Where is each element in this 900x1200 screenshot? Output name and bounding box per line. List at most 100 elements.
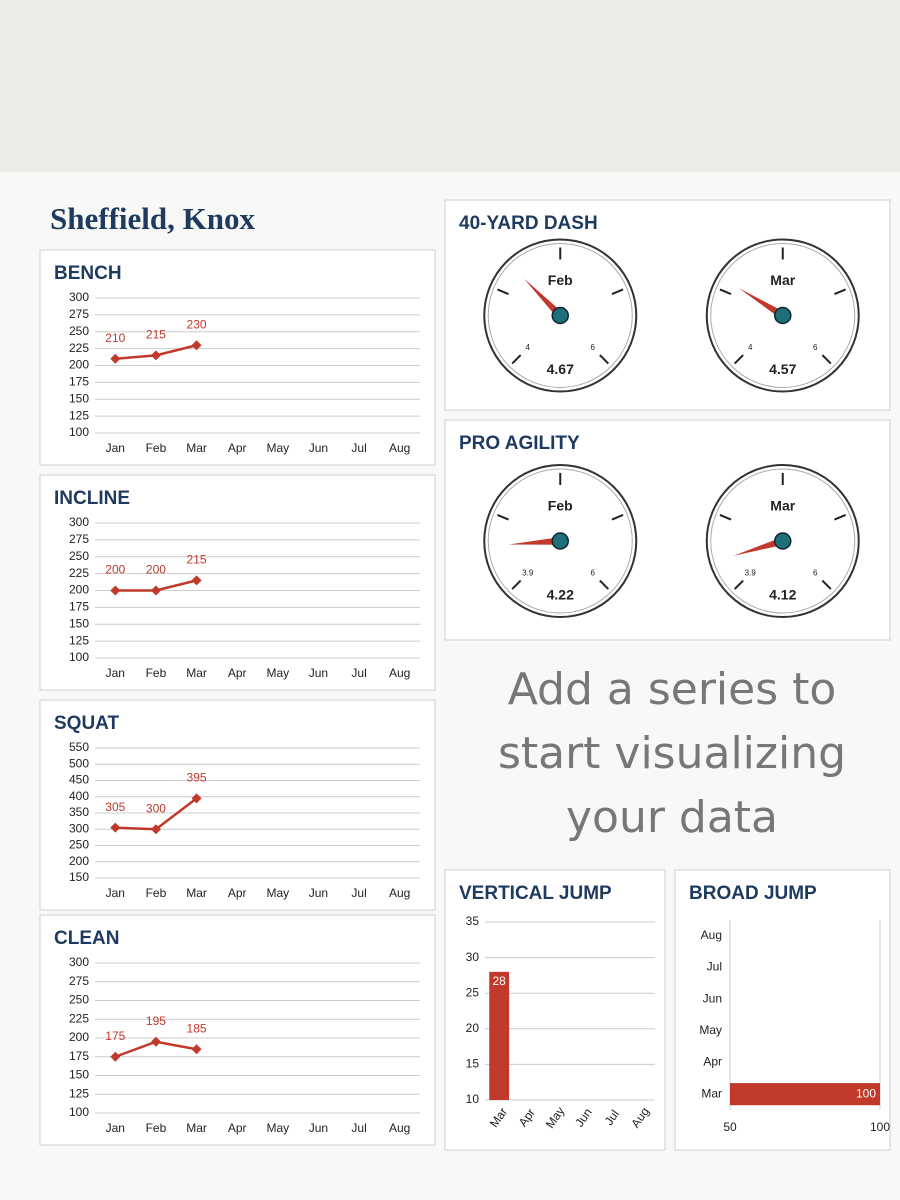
y-tick-label: 225	[69, 341, 89, 355]
gauge-tick	[733, 354, 744, 365]
panel	[444, 869, 666, 1151]
data-label: 28	[492, 974, 506, 988]
gauge-hub	[551, 306, 569, 325]
gauge-hub	[774, 532, 792, 550]
gauge-tick	[511, 354, 522, 365]
x-tick-label: Aug	[389, 886, 410, 900]
y-tick-label: 25	[466, 985, 480, 999]
x-tick-label: Aug	[389, 666, 410, 680]
x-tick-label: Mar	[186, 886, 207, 900]
data-label: 300	[146, 801, 166, 815]
gauge-value: 4.12	[769, 586, 796, 602]
x-tick-label: Feb	[146, 1121, 167, 1135]
point	[150, 350, 161, 361]
y-tick-label: 100	[69, 1105, 89, 1119]
y-tick-label: 275	[69, 532, 89, 546]
y-tick-label: 400	[69, 789, 89, 803]
y-tick-label: 35	[466, 914, 480, 928]
data-label: 210	[105, 331, 125, 345]
gauge-minor-tick	[719, 288, 732, 295]
y-tick-label: 100	[69, 650, 89, 664]
gauge-value: 4.22	[547, 586, 574, 602]
gauge-tick-label: 6	[813, 343, 818, 352]
gauge-label: Mar	[770, 272, 795, 288]
x-tick-label: Jun	[309, 886, 328, 900]
panel	[39, 249, 436, 466]
x-tick-label: Feb	[146, 666, 167, 680]
y-tick-label: 225	[69, 1011, 89, 1025]
gauge-tick-label: 4	[525, 343, 530, 352]
y-tick-label: 20	[466, 1021, 480, 1035]
point	[110, 585, 121, 596]
point	[191, 793, 202, 804]
point	[191, 340, 202, 351]
y-tick-label: Aug	[701, 928, 722, 942]
y-tick-label: 10	[466, 1092, 480, 1106]
gauge-rim	[487, 243, 633, 388]
gauge-hub	[551, 532, 569, 550]
y-tick-label: Apr	[703, 1055, 722, 1069]
chart-title: SQUAT	[54, 713, 119, 734]
y-tick-label: 200	[69, 583, 89, 597]
y-tick-label: Jun	[703, 991, 722, 1005]
y-tick-label: 100	[69, 425, 89, 439]
chart-title: BENCH	[54, 263, 122, 284]
data-label: 100	[856, 1086, 876, 1100]
gauge-label: Feb	[548, 272, 573, 288]
gauge-minor-tick	[834, 514, 846, 521]
gauge-minor-tick	[497, 514, 509, 521]
gauge-rim	[710, 468, 856, 614]
x-tick-label: Mar	[186, 666, 207, 680]
y-tick-label: 125	[69, 1086, 89, 1100]
chart-title: CLEAN	[54, 928, 119, 949]
y-tick-label: 200	[69, 358, 89, 372]
x-tick-label: Jul	[351, 441, 366, 455]
x-tick-label: May	[266, 441, 289, 455]
x-tick-label: May	[266, 886, 289, 900]
y-tick-label: 200	[69, 1030, 89, 1044]
x-tick-label: Aug	[389, 441, 410, 455]
y-tick-label: 300	[69, 290, 89, 304]
data-label: 395	[187, 771, 207, 785]
gauge-minor-tick	[611, 288, 624, 295]
y-tick-label: 175	[69, 1049, 89, 1063]
point	[110, 822, 121, 833]
y-tick-label: 500	[69, 756, 89, 770]
x-tick-label: Jul	[351, 1121, 366, 1135]
x-tick-label: Mar	[186, 1121, 207, 1135]
x-tick-label: May	[266, 1121, 289, 1135]
y-tick-label: 275	[69, 974, 89, 988]
panel	[674, 869, 891, 1151]
x-tick-label: Mar	[186, 441, 207, 455]
data-label: 200	[105, 563, 125, 577]
data-label: 195	[146, 1014, 166, 1028]
x-tick-label: Jun	[309, 441, 328, 455]
x-tick-label: Jul	[351, 666, 366, 680]
bar	[730, 1083, 880, 1106]
empty-chart-message: Add a series to start visualizing your d…	[497, 664, 847, 843]
data-label: 175	[105, 1029, 125, 1043]
gauge-label: Mar	[770, 498, 795, 514]
gauge-tick-label: 3.9	[745, 569, 757, 578]
point	[150, 1036, 161, 1047]
x-tick-label: Apr	[228, 886, 247, 900]
gauge-tick	[821, 354, 832, 365]
gauge-tick	[511, 579, 522, 590]
point	[110, 353, 121, 364]
x-tick-label: Jul	[351, 886, 366, 900]
chart-title: VERTICAL JUMP	[459, 883, 612, 904]
gauge-minor-tick	[719, 514, 732, 521]
x-tick-label: Aug	[389, 1121, 410, 1135]
y-tick-label: 300	[69, 955, 89, 969]
chart-title: INCLINE	[54, 488, 130, 509]
panel	[39, 474, 436, 691]
y-tick-label: 250	[69, 324, 89, 338]
x-tick-label: Jan	[106, 886, 125, 900]
gauge-tick-label: 4	[748, 343, 753, 352]
data-label: 215	[146, 328, 166, 342]
panel	[39, 914, 436, 1146]
y-tick-label: 125	[69, 408, 89, 422]
gauge-tick-label: 6	[813, 569, 818, 578]
y-tick-label: 150	[69, 870, 89, 884]
